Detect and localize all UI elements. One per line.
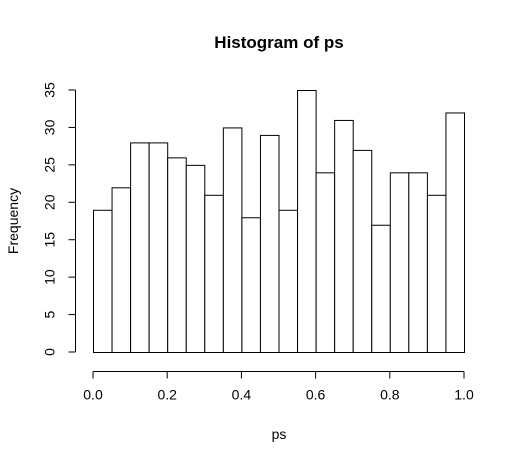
y-tick-label: 5: [42, 310, 58, 318]
histogram-bar: [278, 209, 299, 353]
histogram-bar: [148, 142, 169, 353]
histogram-bar: [334, 119, 354, 353]
x-tick-label: 0.2: [157, 387, 177, 403]
y-tick-label: 20: [42, 194, 58, 210]
histogram-bar: [426, 194, 447, 353]
x-tick-label: 0.6: [306, 387, 326, 403]
histogram-bar: [222, 127, 243, 354]
histogram-bar: [167, 157, 187, 353]
x-axis: 0.0 0.2 0.4 0.6 0.8 1.0: [83, 371, 474, 403]
histogram-bar: [371, 224, 391, 354]
y-tick-label: 15: [42, 232, 58, 248]
x-tick-label: 0.0: [83, 387, 103, 403]
histogram-bar: [111, 187, 132, 353]
x-tick-label: 1.0: [454, 387, 474, 403]
bars-group: [93, 90, 466, 354]
x-tick-label: 0.4: [232, 387, 252, 403]
y-axis: 0 5 10 15 20 25 30 35: [42, 82, 76, 356]
y-tick-label: 0: [42, 348, 58, 356]
x-axis-label: ps: [272, 426, 287, 442]
histogram-bar: [315, 172, 336, 353]
y-axis-label: Frequency: [5, 188, 21, 254]
histogram-bar: [389, 172, 410, 353]
chart-title: Histogram of ps: [214, 33, 343, 52]
histogram-bar: [130, 142, 150, 353]
histogram-bar: [352, 149, 373, 353]
histogram-bar: [185, 164, 206, 353]
histogram-bar: [241, 217, 261, 353]
x-tick-label: 0.8: [380, 387, 400, 403]
histogram-bar: [93, 209, 113, 353]
y-tick-label: 10: [42, 269, 58, 285]
y-tick-label: 35: [42, 82, 58, 98]
histogram-bar: [204, 194, 224, 353]
y-tick-label: 30: [42, 119, 58, 135]
histogram-bar: [408, 172, 428, 353]
histogram-bar: [259, 134, 280, 353]
histogram-bar: [297, 90, 317, 353]
y-tick-label: 25: [42, 157, 58, 173]
histogram-bar: [445, 112, 466, 353]
